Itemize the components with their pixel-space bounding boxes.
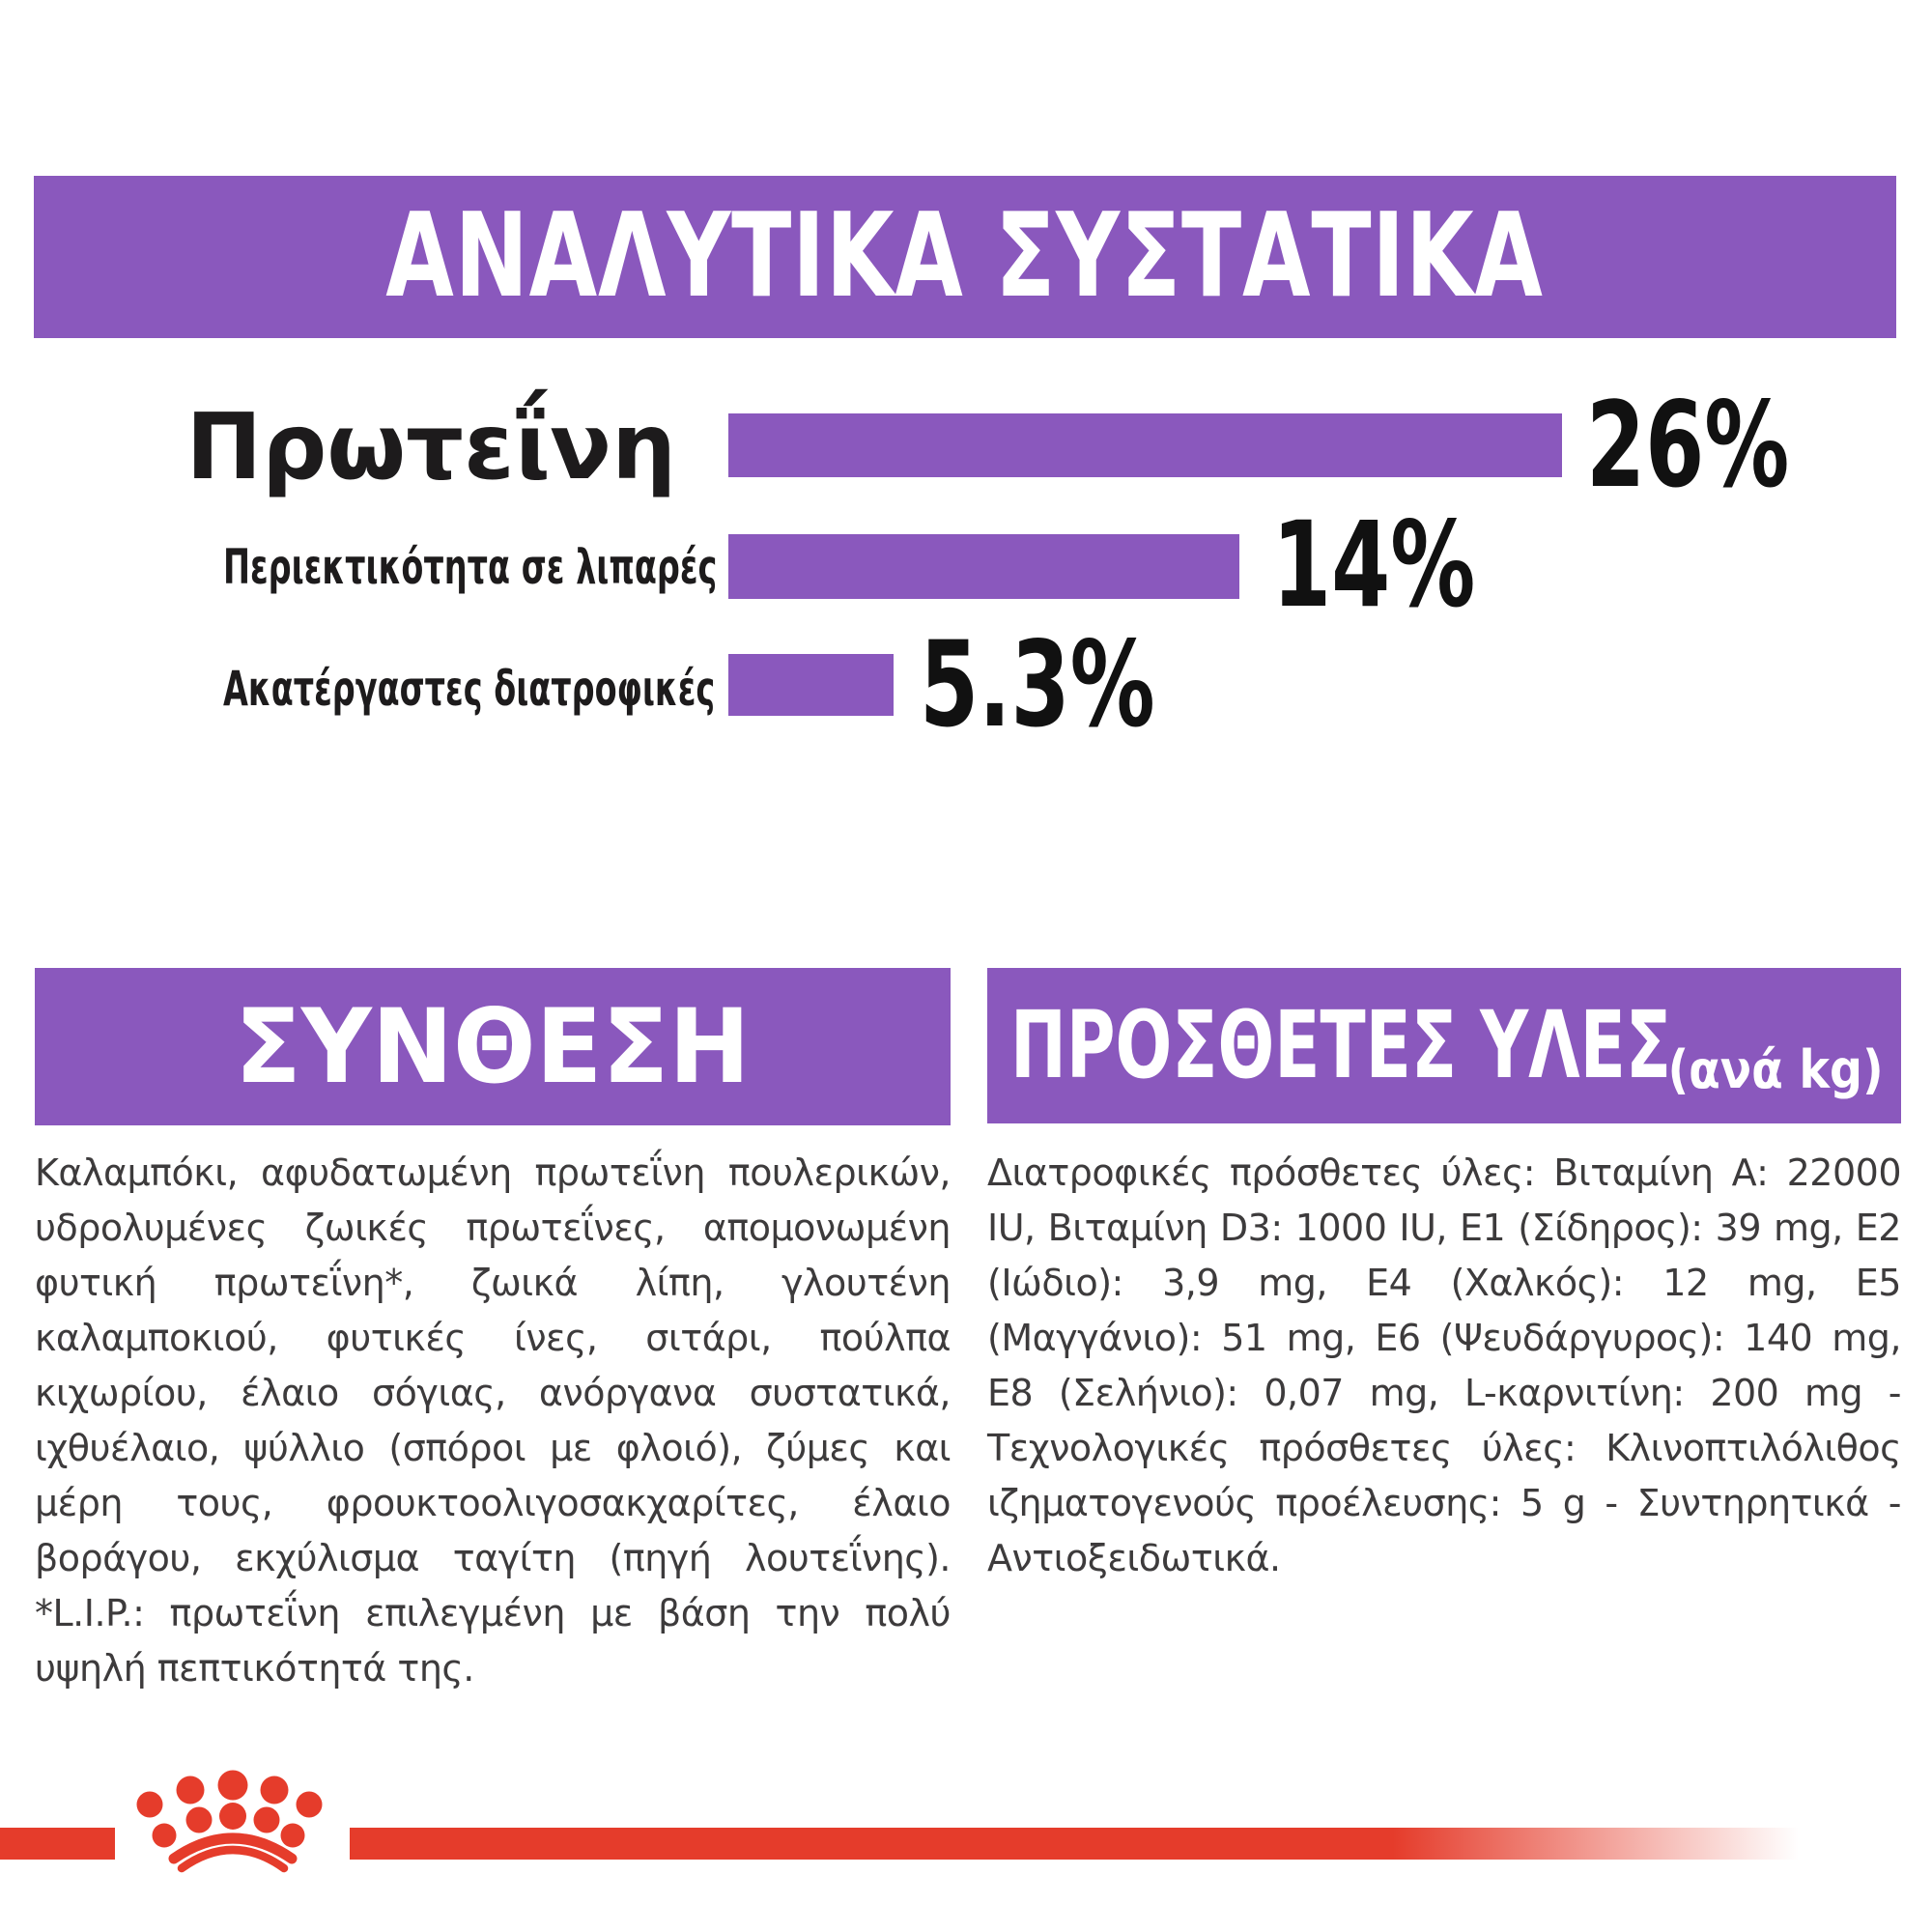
royal-canin-crown-icon — [136, 1770, 323, 1873]
bar-label-protein: Πρωτεΐνη — [185, 395, 676, 500]
red-band-left — [0, 1828, 115, 1860]
page-title: ΑΝΑΛΥΤΙΚΑ ΣΥΣΤΑΤΙΚΑ — [385, 189, 1545, 324]
composition-banner: ΣΥΝΘΕΣΗ — [35, 968, 951, 1125]
additives-title: ΠΡΟΣΘΕΤΕΣ ΥΛΕΣ — [1010, 991, 1672, 1099]
bar-value-fat: 14% — [1272, 497, 1476, 634]
bar-value-protein: 26% — [1586, 377, 1790, 514]
composition-title: ΣΥΝΘΕΣΗ — [235, 986, 751, 1106]
header-banner: ΑΝΑΛΥΤΙΚΑ ΣΥΣΤΑΤΙΚΑ — [34, 176, 1896, 338]
composition-body-text: Καλαμπόκι, αφυδατωμένη πρωτεΐνη πουλερικ… — [35, 1151, 952, 1690]
additives-body-text: Διατροφικές πρόσθετες ύλες: Βιταμίνη Α: … — [987, 1151, 1902, 1579]
additives-title-suffix: (ανά kg) — [1667, 1039, 1884, 1100]
bar-label-fat: Περιεκτικότητα σε λιπαρές ουσίες — [223, 539, 848, 595]
bar-protein — [728, 413, 1562, 477]
bar-fibre — [728, 654, 894, 716]
additives-banner: ΠΡΟΣΘΕΤΕΣ ΥΛΕΣ (ανά kg) — [987, 968, 1901, 1123]
bar-value-fibre: 5.3% — [920, 616, 1155, 753]
red-band-right — [350, 1828, 1799, 1860]
bar-fat — [728, 534, 1239, 599]
bar-label-fibre: Ακατέργαστες διατροφικές ίνες — [223, 661, 799, 717]
